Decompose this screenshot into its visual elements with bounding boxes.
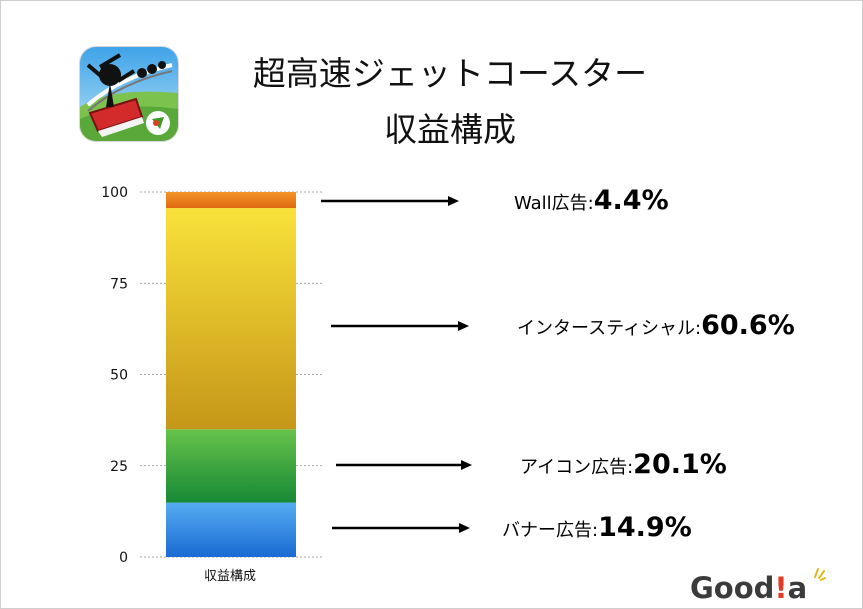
series-value: 20.1% (633, 449, 727, 480)
roller-coaster-icon (80, 47, 178, 141)
data-label: アイコン広告:20.1% (520, 449, 727, 480)
logo-text-bang: ! (774, 571, 788, 605)
x-tick-label: 収益構成 (204, 569, 256, 584)
bar-segment-2 (166, 208, 296, 430)
arrow-head-icon (458, 321, 469, 331)
bar-segment-1 (166, 429, 296, 503)
bar-segment-3 (166, 192, 296, 209)
arrow-head-icon (459, 523, 470, 533)
series-name: インタースティシャル: (517, 318, 702, 339)
logo-text-a: a (787, 571, 808, 605)
chart-title-line2: 収益構成 (384, 110, 516, 149)
data-label: バナー広告:14.9% (502, 512, 692, 543)
chart-title-line1: 超高速ジェットコースター (252, 54, 648, 93)
series-name: バナー広告: (502, 520, 599, 541)
y-tick-label: 100 (101, 185, 128, 201)
data-label: Wall広告:4.4% (514, 185, 669, 216)
data-label: インタースティシャル:60.6% (517, 310, 795, 341)
series-name: Wall広告: (514, 193, 594, 214)
y-tick-label: 25 (110, 459, 128, 475)
bar-segment-0 (166, 502, 296, 557)
app-icon (80, 47, 178, 141)
spark-icon (814, 568, 826, 581)
chart-title: 超高速ジェットコースター 収益構成 (200, 46, 700, 158)
series-value: 60.6% (701, 310, 795, 341)
logo-text-good: Good (690, 571, 775, 605)
y-tick-label: 50 (110, 368, 128, 384)
series-name: アイコン広告: (520, 457, 634, 478)
y-tick-label: 75 (110, 276, 128, 292)
series-value: 4.4% (593, 185, 669, 216)
y-tick-label: 0 (119, 550, 128, 566)
arrow-head-icon (448, 196, 459, 206)
arrow-head-icon (461, 460, 472, 470)
series-value: 14.9% (598, 512, 692, 543)
goodia-logo: Good!a (690, 568, 826, 605)
